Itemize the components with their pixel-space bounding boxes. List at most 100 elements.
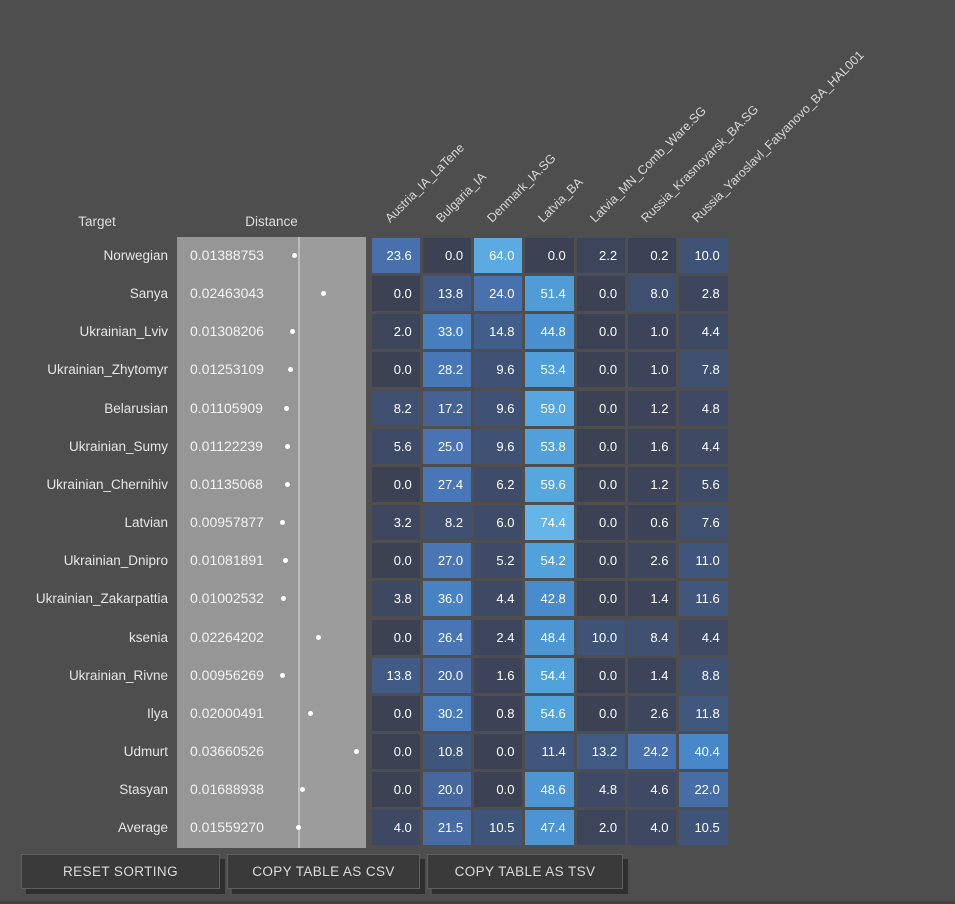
target-row-label: Ukrainian_Sumy (68, 438, 168, 454)
admixture-cell: 24.0 (474, 276, 523, 312)
bottom-divider-strip (0, 901, 955, 904)
table-row: Stasyan 0.01688938 0.0 20.0 0.0 48.6 4.8 4.6 2… (0, 772, 955, 808)
target-row-label: Ukrainian_Zhytomyr (47, 362, 168, 378)
admixture-cell: 0.0 (371, 466, 420, 502)
admixture-cell: 2.0 (371, 314, 420, 350)
target-row-label: Belarusian (104, 400, 168, 416)
admixture-cell: 11.8 (679, 695, 728, 731)
admixture-cell: 2.2 (576, 238, 626, 273)
admixture-cell: 0.0 (371, 772, 420, 808)
table-row: Udmurt 0.03660526 0.0 10.8 0.0 11.4 13.2 24.2… (0, 733, 955, 769)
admixture-cell: 28.2 (422, 352, 472, 388)
copy-table-as-csv-button[interactable]: COPY TABLE AS CSV (227, 854, 420, 889)
admixture-cell: 8.2 (371, 390, 420, 426)
distance-value: 0.01253109 (190, 361, 264, 378)
reset-sorting-button[interactable]: RESET SORTING (21, 854, 220, 889)
admixture-cell: 7.6 (679, 505, 728, 541)
admixture-cell: 0.0 (576, 276, 626, 312)
admixture-cell: 36.0 (422, 581, 472, 617)
table-row: Average 0.01559270 4.0 21.5 10.5 47.4 2.0 4.0… (0, 810, 955, 846)
distance-dot-marker (353, 748, 359, 754)
distance-value: 0.01002532 (190, 590, 264, 607)
distance-scale-divider (298, 237, 300, 848)
admixture-cell: 13.2 (576, 733, 626, 769)
admixture-cell: 0.0 (371, 695, 420, 731)
admixture-cell: 44.8 (525, 314, 574, 350)
admixture-cell: 13.8 (371, 657, 420, 693)
table-row: Ilya 0.02000491 0.0 30.2 0.8 54.6 0.0 2.6 11.8 (0, 695, 955, 731)
admixture-cell: 22.0 (679, 772, 728, 808)
distance-value: 0.00957877 (190, 514, 264, 531)
admixture-cell: 4.6 (628, 772, 677, 808)
distance-dot-marker (321, 291, 327, 297)
admixture-cell: 0.2 (628, 238, 677, 273)
distance-column-header[interactable]: Distance (245, 214, 298, 229)
distance-dot-marker (291, 253, 297, 258)
table-row: Sanya 0.02463043 0.0 13.8 24.0 51.4 0.0 8.0 2.… (0, 276, 955, 312)
admixture-cell: 0.0 (474, 772, 523, 808)
distance-dot-marker (296, 825, 302, 831)
distance-value: 0.02264202 (190, 628, 264, 645)
table-row: Ukrainian_Zhytomyr 0.01253109 0.0 28.2 9.6… (0, 352, 955, 388)
admixture-cell: 48.6 (525, 772, 574, 808)
admixture-cell: 8.8 (679, 657, 728, 693)
admixture-cell: 0.0 (525, 238, 574, 273)
target-row-label: Average (117, 820, 168, 836)
admixture-cell: 0.0 (576, 543, 626, 579)
admixture-cell: 11.6 (679, 581, 728, 617)
distance-dot-marker (315, 634, 321, 640)
target-row-label: Norwegian (103, 248, 168, 263)
distance-value: 0.01105909 (190, 399, 263, 416)
admixture-cell: 74.4 (525, 505, 574, 541)
admixture-cell: 6.0 (474, 505, 523, 541)
admixture-cell: 0.0 (576, 390, 626, 426)
target-row-label: Latvian (124, 515, 168, 531)
table-row: Belarusian 0.01105909 8.2 17.2 9.6 59.0 0.0 1… (0, 390, 955, 426)
distance-dot-marker (284, 443, 290, 449)
admixture-cell: 1.4 (628, 581, 677, 617)
distance-dot-marker (289, 329, 295, 335)
target-row-label: ksenia (128, 629, 168, 645)
admixture-cell: 9.6 (474, 390, 523, 426)
sortable-column-header[interactable]: Bulgaria_IA (433, 169, 489, 226)
target-row-label: Stasyan (119, 782, 168, 798)
admixture-cell: 10.0 (679, 238, 728, 273)
target-column-header[interactable]: Target (78, 214, 116, 229)
admixture-cell: 54.4 (525, 657, 574, 693)
admixture-cell: 30.2 (422, 695, 472, 731)
admixture-cell: 0.0 (371, 352, 420, 388)
distance-dot-marker (283, 558, 289, 564)
sortable-column-header[interactable]: Latvia_BA (535, 175, 587, 226)
admixture-cell: 3.2 (371, 505, 420, 541)
admixture-cell: 4.4 (474, 581, 523, 617)
admixture-cell: 0.0 (371, 619, 420, 655)
distance-value: 0.02000491 (190, 704, 264, 721)
admixture-cell: 10.8 (422, 733, 472, 769)
admixture-cell: 1.6 (628, 428, 677, 464)
admixture-cell: 4.4 (679, 314, 728, 350)
distance-value: 0.01688938 (190, 781, 264, 798)
distance-dot-marker (288, 367, 294, 373)
admixture-cell: 1.4 (628, 657, 677, 693)
distance-dot-marker (308, 710, 314, 716)
admixture-cell: 0.0 (371, 733, 420, 769)
copy-table-as-tsv-button[interactable]: COPY TABLE AS TSV (427, 854, 623, 889)
admixture-cell: 14.8 (474, 314, 523, 350)
target-row-label: Ilya (146, 705, 168, 721)
admixture-cell: 0.0 (576, 581, 626, 617)
admixture-cell: 53.4 (525, 352, 574, 388)
distance-value: 0.00956269 (190, 666, 264, 683)
admixture-cell: 54.2 (525, 543, 574, 579)
distance-value: 0.03660526 (190, 742, 264, 759)
admixture-cell: 2.8 (679, 276, 728, 312)
distance-value: 0.02463043 (190, 285, 264, 302)
admixture-cell: 0.0 (576, 352, 626, 388)
admixture-cell: 8.0 (628, 276, 677, 312)
table-row: Latvian 0.00957877 3.2 8.2 6.0 74.4 0.0 0.6 7.… (0, 505, 955, 541)
admixture-cell: 51.4 (525, 276, 574, 312)
distance-scale-track (177, 237, 298, 848)
admixture-cell: 24.2 (628, 733, 677, 769)
admixture-cell: 0.0 (576, 428, 626, 464)
admixture-cell: 13.8 (422, 276, 472, 312)
admixture-cell: 1.0 (628, 314, 677, 350)
